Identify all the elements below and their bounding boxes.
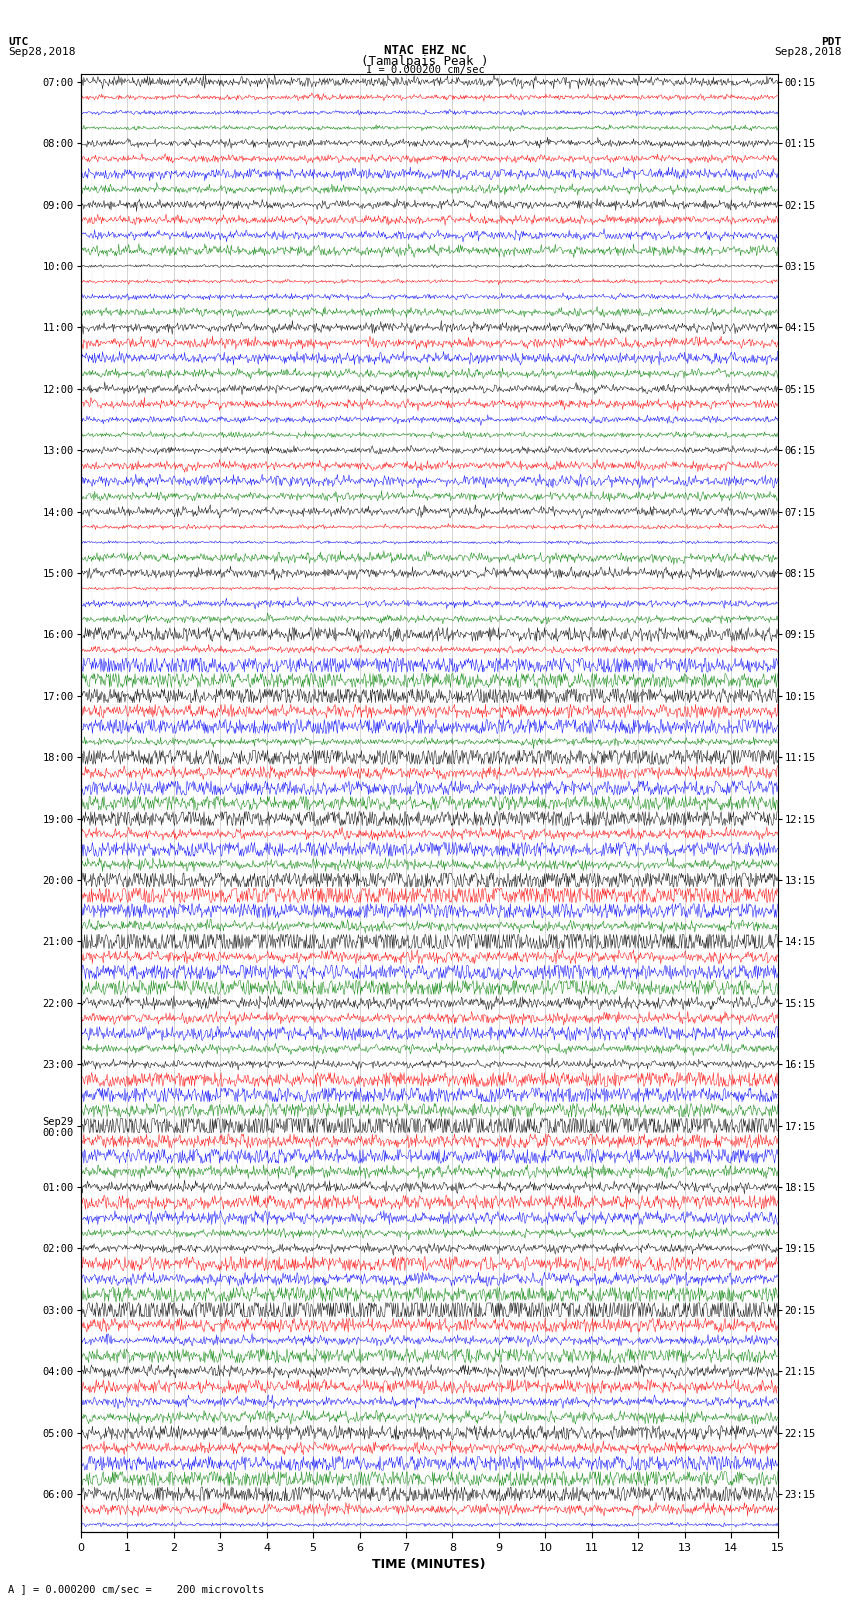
Text: (Tamalpais Peak ): (Tamalpais Peak )	[361, 55, 489, 68]
Text: UTC: UTC	[8, 37, 29, 47]
X-axis label: TIME (MINUTES): TIME (MINUTES)	[372, 1558, 486, 1571]
Text: NTAC EHZ NC: NTAC EHZ NC	[383, 44, 467, 58]
Text: PDT: PDT	[821, 37, 842, 47]
Text: Sep28,2018: Sep28,2018	[774, 47, 842, 56]
Text: A ] = 0.000200 cm/sec =    200 microvolts: A ] = 0.000200 cm/sec = 200 microvolts	[8, 1584, 264, 1594]
Text: I = 0.000200 cm/sec: I = 0.000200 cm/sec	[366, 65, 484, 76]
Text: Sep28,2018: Sep28,2018	[8, 47, 76, 56]
